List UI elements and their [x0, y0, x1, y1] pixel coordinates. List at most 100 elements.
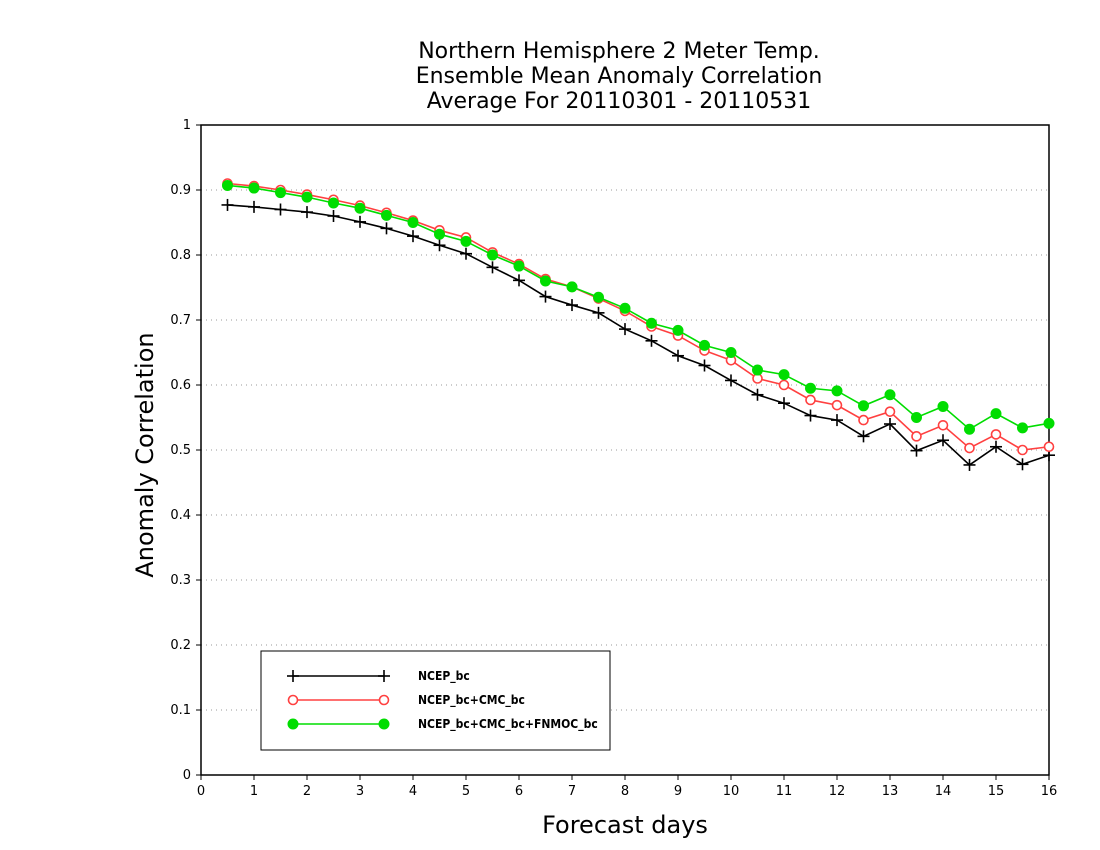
y-tick-label: 0.6: [170, 378, 191, 393]
x-tick-label: 5: [462, 784, 470, 799]
x-tick-label: 1: [250, 784, 258, 799]
data-point-circle: [884, 406, 896, 417]
x-tick-label: 9: [674, 784, 682, 799]
data-point-plus: [380, 222, 393, 235]
data-point-plus: [990, 440, 1002, 453]
data-point-dot: [222, 179, 233, 191]
y-tick-label: 0.8: [170, 248, 191, 263]
x-tick-label: 11: [776, 784, 793, 799]
y-axis-label: Anomaly Correlation: [131, 332, 159, 577]
y-tick-label: 1: [183, 118, 191, 133]
x-tick-label: 16: [1041, 784, 1058, 799]
data-point-dot: [884, 389, 896, 401]
data-point-dot: [619, 302, 631, 314]
data-point-circle: [287, 694, 299, 706]
data-point-plus: [378, 670, 390, 682]
data-point-dot: [990, 408, 1002, 420]
data-point-dot: [378, 718, 390, 730]
data-point-dot: [287, 718, 299, 730]
data-point-plus: [857, 430, 870, 443]
data-point-dot: [937, 400, 949, 412]
title-line-3: Average For 20110301 - 20110531: [427, 89, 812, 114]
legend-label: NCEP_bc+CMC_bc: [418, 693, 525, 708]
x-tick-label: 8: [621, 784, 629, 799]
series-1: [221, 198, 1055, 471]
legend-label: NCEP_bc: [418, 669, 470, 684]
title-line-1: Northern Hemisphere 2 Meter Temp.: [418, 39, 820, 64]
legend-label: NCEP_bc+CMC_bc+FNMOC_bc: [418, 717, 598, 732]
data-point-circle: [1043, 441, 1055, 453]
legend-entry-1: NCEP_bc: [287, 669, 470, 684]
data-point-plus: [804, 409, 817, 422]
data-point-dot: [540, 275, 551, 287]
x-tick-label: 4: [409, 784, 417, 799]
data-point-dot: [911, 412, 922, 423]
y-tick-label: 0: [183, 768, 191, 783]
x-tick-label: 12: [829, 784, 846, 799]
data-point-dot: [434, 228, 445, 240]
data-point-dot: [566, 281, 578, 293]
data-point-dot: [646, 317, 657, 329]
data-point-plus: [301, 206, 313, 219]
data-point-dot: [752, 364, 763, 376]
data-point-plus: [751, 388, 764, 401]
y-tick-label: 0.4: [170, 508, 191, 523]
data-point-dot: [699, 339, 710, 351]
title-line-2: Ensemble Mean Anomaly Correlation: [416, 64, 823, 89]
legend-entry-3: NCEP_bc+CMC_bc+FNMOC_bc: [287, 717, 598, 732]
data-point-plus: [778, 397, 790, 410]
data-point-dot: [460, 235, 472, 247]
data-point-dot: [778, 369, 790, 381]
data-point-plus: [566, 299, 578, 312]
x-tick-label: 10: [723, 784, 740, 799]
data-point-dot: [1043, 417, 1055, 429]
data-point-circle: [805, 394, 816, 406]
data-point-plus: [725, 374, 737, 387]
data-point-plus: [645, 334, 658, 347]
data-point-plus: [287, 670, 299, 682]
x-tick-label: 13: [882, 784, 899, 799]
series-line: [227, 184, 1050, 431]
data-point-plus: [460, 247, 472, 260]
data-point-plus: [513, 274, 525, 287]
data-point-plus: [221, 198, 234, 211]
data-point-plus: [937, 434, 949, 447]
x-axis-ticks: 0 1 2 3 4 5 6 7 8 9 10 11 12 13 14 15 16: [197, 775, 1057, 799]
x-tick-label: 0: [197, 784, 205, 799]
data-point-circle: [858, 414, 869, 426]
data-point-plus: [698, 359, 711, 372]
series-line: [227, 182, 1050, 451]
y-tick-label: 0.5: [170, 443, 191, 458]
data-point-plus: [539, 290, 552, 303]
data-point-plus: [910, 444, 923, 457]
data-point-plus: [433, 239, 446, 252]
data-point-circle: [964, 442, 975, 454]
data-point-circle: [911, 431, 922, 442]
data-point-plus: [407, 230, 419, 243]
data-point-plus: [248, 200, 260, 213]
data-point-dot: [381, 209, 392, 221]
x-tick-label: 15: [988, 784, 1005, 799]
data-point-plus: [963, 458, 976, 471]
data-point-plus: [354, 215, 366, 228]
x-tick-label: 3: [356, 784, 364, 799]
data-point-plus: [274, 203, 287, 216]
data-point-dot: [593, 291, 604, 303]
data-point-plus: [1016, 458, 1029, 471]
data-point-dot: [301, 191, 313, 203]
data-point-dot: [513, 260, 525, 272]
data-point-plus: [327, 210, 340, 222]
y-axis-ticks: 0 0.1 0.2 0.3 0.4 0.5 0.6 0.7 0.8 0.9 1: [170, 118, 201, 783]
data-point-circle: [990, 429, 1002, 440]
y-tick-label: 0.1: [170, 703, 191, 718]
data-point-circle: [831, 399, 843, 411]
data-point-circle: [378, 694, 390, 706]
data-point-circle: [1017, 444, 1028, 456]
x-tick-label: 2: [303, 784, 311, 799]
data-point-dot: [725, 347, 737, 358]
data-point-dot: [672, 324, 684, 336]
data-point-dot: [487, 249, 498, 261]
data-point-plus: [831, 414, 843, 427]
y-tick-label: 0.3: [170, 573, 191, 588]
data-point-circle: [778, 379, 790, 391]
